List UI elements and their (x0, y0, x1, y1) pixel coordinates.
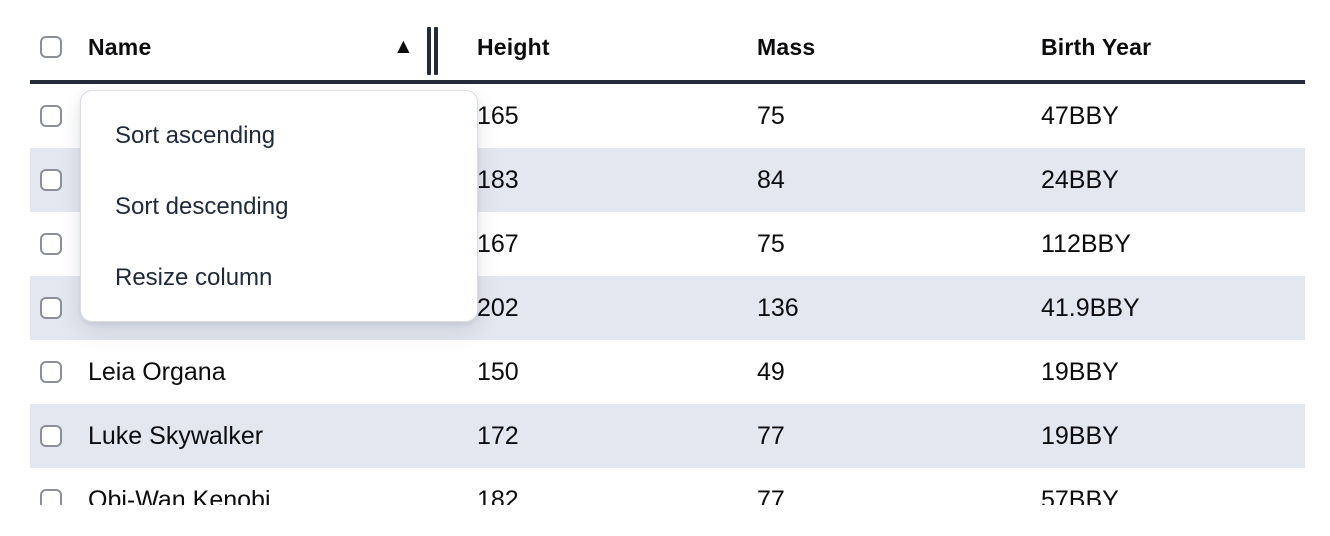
column-header-name[interactable]: Name ▲ (78, 23, 468, 75)
menu-item-resize-column[interactable]: Resize column (115, 263, 273, 291)
cell-birth-year: 112BBY (1041, 229, 1131, 258)
column-header-birth-year[interactable]: Birth Year (1041, 33, 1152, 60)
cell-name: Obi-Wan Kenobi (88, 485, 271, 506)
cell-name: Leia Organa (88, 357, 226, 386)
cell-height: 202 (477, 293, 519, 322)
cell-height: 165 (477, 101, 519, 130)
cell-name: Luke Skywalker (88, 421, 264, 450)
cell-mass: 84 (757, 165, 785, 194)
column-context-menu: Sort ascending Sort descending Resize co… (80, 90, 478, 322)
cell-mass: 49 (757, 357, 785, 386)
table-row: Luke Skywalker 172 77 19BBY (30, 404, 1305, 468)
sort-ascending-icon: ▲ (393, 34, 414, 58)
cell-mass: 136 (757, 293, 799, 322)
table-row: 165 75 47BBY (30, 84, 1305, 148)
column-header-name-label: Name (88, 33, 152, 60)
cell-mass: 77 (757, 485, 785, 506)
select-all-checkbox[interactable] (40, 36, 62, 58)
cell-height: 183 (477, 165, 519, 194)
cell-height: 167 (477, 229, 519, 258)
menu-item-sort-descending[interactable]: Sort descending (115, 192, 289, 220)
table-row: Obi-Wan Kenobi 182 77 57BBY (30, 468, 1305, 505)
menu-item-sort-ascending[interactable]: Sort ascending (115, 121, 276, 149)
cell-mass: 75 (757, 229, 785, 258)
table-row: 167 75 112BBY (30, 212, 1305, 276)
row-checkbox[interactable] (40, 489, 62, 505)
row-checkbox[interactable] (40, 425, 62, 447)
cell-mass: 75 (757, 101, 785, 130)
cell-height: 172 (477, 421, 519, 450)
row-checkbox[interactable] (40, 233, 62, 255)
cell-birth-year: 19BBY (1041, 357, 1119, 386)
cell-mass: 77 (757, 421, 785, 450)
cell-birth-year: 57BBY (1041, 485, 1119, 506)
header-select-cell (30, 36, 78, 58)
cell-birth-year: 41.9BBY (1041, 293, 1140, 322)
column-header-height[interactable]: Height (477, 33, 550, 60)
cell-birth-year: 24BBY (1041, 165, 1119, 194)
column-header-mass[interactable]: Mass (757, 33, 816, 60)
table-row: Leia Organa 150 49 19BBY (30, 340, 1305, 404)
row-checkbox[interactable] (40, 297, 62, 319)
cell-height: 182 (477, 485, 519, 506)
table-header-row: Name ▲ Height Mass Birth Year (30, 0, 1305, 84)
row-checkbox[interactable] (40, 361, 62, 383)
column-resize-handle-icon[interactable] (427, 27, 438, 75)
cell-height: 150 (477, 357, 519, 386)
cell-birth-year: 19BBY (1041, 421, 1119, 450)
row-checkbox[interactable] (40, 105, 62, 127)
cell-birth-year: 47BBY (1041, 101, 1119, 130)
row-checkbox[interactable] (40, 169, 62, 191)
